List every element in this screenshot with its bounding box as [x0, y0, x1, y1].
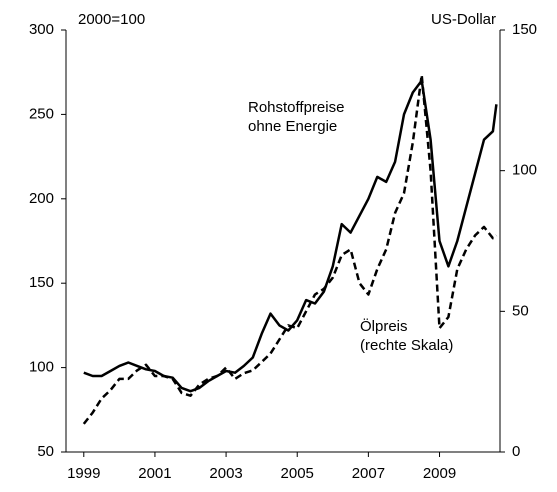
y-tick-label: 50 [37, 443, 54, 460]
y-tick-label: 250 [29, 105, 54, 122]
x-tick-label: 2007 [352, 465, 385, 482]
annotation: US-Dollar [431, 11, 496, 28]
y2-tick-label: 0 [512, 443, 520, 460]
y-tick-label: 150 [29, 274, 54, 291]
x-tick-label: 2005 [281, 465, 314, 482]
annotation: Rohstoffpreise [248, 99, 344, 116]
y2-tick-label: 50 [512, 302, 529, 319]
x-tick-label: 2003 [209, 465, 242, 482]
series-line [82, 73, 498, 425]
annotation: ohne Energie [248, 118, 337, 135]
y2-tick-label: 150 [512, 21, 537, 38]
x-tick-label: 2001 [138, 465, 171, 482]
y-tick-label: 100 [29, 359, 54, 376]
x-tick-label: 2009 [423, 465, 456, 482]
annotation: 2000=100 [78, 11, 145, 28]
y-tick-label: 300 [29, 21, 54, 38]
annotation: Ölpreis [360, 317, 408, 335]
series-line [83, 79, 498, 393]
y2-tick-label: 100 [512, 162, 537, 179]
y-tick-label: 200 [29, 190, 54, 207]
annotation: (rechte Skala) [360, 337, 453, 354]
x-tick-label: 1999 [67, 465, 100, 482]
